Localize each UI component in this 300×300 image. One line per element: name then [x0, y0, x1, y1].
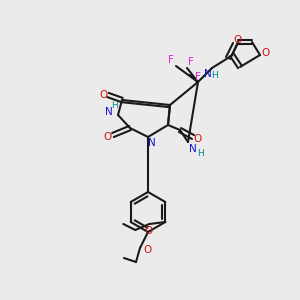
Text: H: H [111, 100, 117, 109]
Text: H: H [212, 71, 218, 80]
Text: N: N [204, 69, 212, 79]
Text: N: N [148, 138, 156, 148]
Text: O: O [233, 35, 241, 45]
Text: O: O [144, 226, 152, 236]
Text: N: N [189, 144, 197, 154]
Text: O: O [143, 245, 151, 255]
Text: H: H [196, 148, 203, 158]
Text: F: F [188, 57, 194, 67]
Text: O: O [104, 132, 112, 142]
Text: O: O [194, 134, 202, 144]
Text: O: O [99, 90, 107, 100]
Text: O: O [261, 48, 269, 58]
Text: N: N [105, 107, 113, 117]
Text: F: F [168, 55, 174, 65]
Text: F: F [195, 72, 201, 82]
